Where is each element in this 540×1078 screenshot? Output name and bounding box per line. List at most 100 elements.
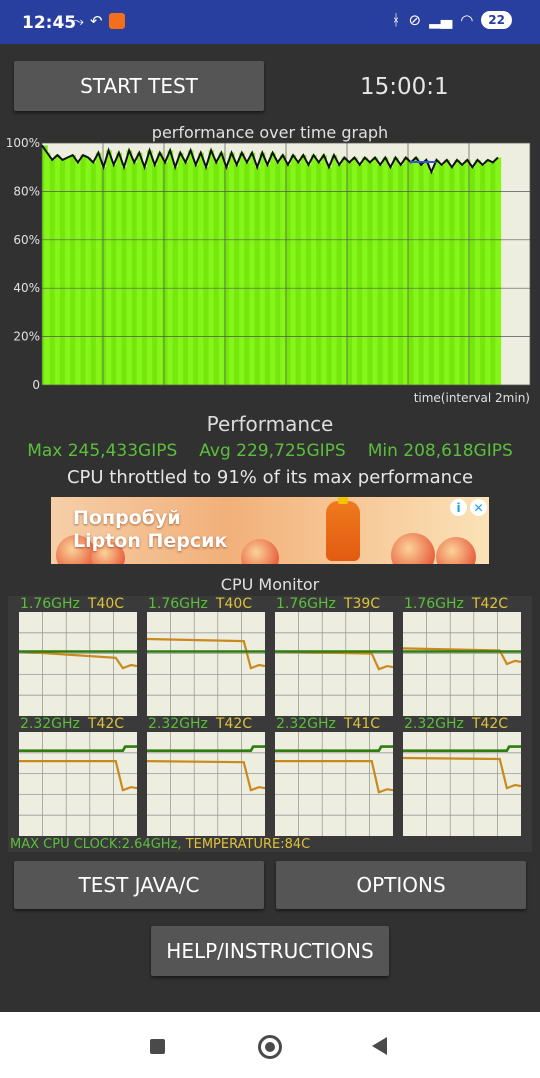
performance-bar bbox=[147, 150, 153, 385]
notification-icons: ⤳ ↶ bbox=[72, 12, 125, 30]
performance-bar bbox=[157, 152, 164, 385]
core-label: 1.76GHz T40C bbox=[148, 596, 252, 612]
performance-bar bbox=[387, 167, 394, 385]
performance-bar bbox=[418, 164, 425, 385]
performance-bar bbox=[244, 162, 251, 385]
core-temperature: T42C bbox=[87, 716, 125, 732]
core-temperature: T42C bbox=[471, 716, 509, 732]
performance-bar bbox=[141, 167, 148, 385]
performance-bar bbox=[193, 164, 199, 385]
performance-bar bbox=[310, 155, 317, 385]
core-graph bbox=[147, 612, 265, 716]
core-frequency: 2.32GHz bbox=[20, 716, 80, 732]
temperature-line bbox=[147, 637, 265, 670]
home-icon[interactable] bbox=[258, 1035, 282, 1059]
performance-graph: 100% 80% 60% 40% 20% 0 bbox=[6, 136, 531, 391]
ad-line-1: Попробуй bbox=[73, 507, 181, 529]
performance-bar bbox=[433, 159, 440, 385]
core-temperature: T40C bbox=[215, 596, 253, 612]
status-bar: 12:45 ⤳ ↶ ᚼ ⊘ ▂▄ ◠ 22 bbox=[0, 0, 540, 44]
core-label: 1.76GHz T40C bbox=[20, 596, 124, 612]
max-cpu-clock: MAX CPU CLOCK:2.64GHz, bbox=[10, 837, 182, 852]
core-graph bbox=[19, 612, 137, 716]
performance-bar bbox=[152, 164, 158, 385]
performance-bar bbox=[367, 162, 374, 385]
throttle-status: CPU throttled to 91% of its max performa… bbox=[66, 467, 474, 488]
core-graph bbox=[275, 732, 393, 836]
y-tick-label: 60% bbox=[13, 233, 40, 247]
performance-bar bbox=[300, 155, 307, 385]
temperature-line bbox=[19, 760, 137, 792]
y-tick-label: 20% bbox=[13, 330, 40, 344]
core-graph bbox=[147, 732, 265, 836]
performance-bar bbox=[131, 162, 138, 385]
performance-bar bbox=[264, 164, 271, 385]
performance-bar bbox=[100, 167, 107, 385]
temperature-line bbox=[403, 756, 521, 790]
performance-bar bbox=[275, 162, 281, 385]
performance-bar bbox=[357, 164, 363, 385]
performance-bar bbox=[59, 159, 66, 385]
peach-image bbox=[56, 535, 96, 564]
core-frequency: 1.76GHz bbox=[148, 596, 208, 612]
performance-bar bbox=[70, 155, 76, 385]
performance-bar bbox=[459, 164, 466, 385]
performance-bar bbox=[49, 159, 56, 385]
back-icon[interactable] bbox=[372, 1037, 387, 1055]
temperature-line bbox=[147, 760, 265, 792]
battery-icon: 22 bbox=[481, 11, 512, 29]
performance-bar bbox=[229, 152, 235, 385]
core-frequency: 1.76GHz bbox=[20, 596, 80, 612]
reply-icon: ↶ bbox=[90, 12, 103, 30]
performance-bar bbox=[198, 152, 204, 385]
help-instructions-button[interactable]: HELP/INSTRUCTIONS bbox=[151, 926, 389, 976]
performance-bar bbox=[44, 152, 51, 385]
performance-bar bbox=[54, 155, 61, 385]
performance-bar bbox=[203, 167, 210, 385]
core-frequency: 2.32GHz bbox=[404, 716, 464, 732]
core-frequency: 1.76GHz bbox=[404, 596, 464, 612]
y-tick-label: 40% bbox=[13, 281, 40, 295]
performance-stats: Max 245,433GIPS Avg 229,725GIPS Min 208,… bbox=[0, 441, 540, 461]
test-java-c-button[interactable]: TEST JAVA/C bbox=[14, 861, 264, 909]
options-button[interactable]: OPTIONS bbox=[276, 861, 526, 909]
info-icon[interactable]: i bbox=[450, 499, 467, 516]
core-temperature: T39C bbox=[343, 596, 381, 612]
performance-bar bbox=[490, 162, 497, 385]
frequency-line bbox=[19, 745, 137, 753]
start-test-button[interactable]: START TEST bbox=[14, 61, 264, 111]
recents-icon[interactable] bbox=[150, 1039, 165, 1054]
core-frequency: 2.32GHz bbox=[276, 716, 336, 732]
y-tick-label: 100% bbox=[6, 136, 40, 150]
mute-icon: ⊘ bbox=[408, 11, 422, 29]
peach-image bbox=[391, 533, 435, 564]
max-performance: Max 245,433GIPS bbox=[27, 441, 178, 461]
core-temperature: T42C bbox=[215, 716, 253, 732]
cpu-max-info: MAX CPU CLOCK:2.64GHz, TEMPERATURE:84C bbox=[10, 837, 310, 852]
performance-bar bbox=[280, 155, 286, 385]
performance-bar bbox=[428, 172, 435, 385]
core-graph bbox=[275, 612, 393, 716]
bluetooth-icon: ᚼ bbox=[391, 11, 401, 29]
performance-bar bbox=[464, 159, 471, 385]
core-label: 2.32GHz T42C bbox=[404, 716, 508, 732]
ad-controls: i ✕ bbox=[450, 499, 487, 516]
temperature-line bbox=[403, 647, 521, 666]
performance-bar bbox=[90, 162, 97, 385]
peach-image bbox=[91, 541, 125, 564]
peach-image bbox=[436, 537, 476, 564]
core-label: 2.32GHz T42C bbox=[20, 716, 124, 732]
core-temperature: T42C bbox=[471, 596, 509, 612]
performance-line bbox=[41, 144, 499, 175]
performance-bar bbox=[259, 152, 266, 385]
close-icon[interactable]: ✕ bbox=[470, 499, 487, 516]
temperature-line bbox=[19, 650, 137, 670]
performance-bar bbox=[295, 162, 302, 385]
ad-banner[interactable]: Попробуй Lipton Персик i ✕ bbox=[51, 497, 489, 564]
performance-bar bbox=[177, 152, 184, 385]
graph-x-label: time(interval 2min) bbox=[413, 391, 530, 405]
frequency-line bbox=[275, 745, 393, 753]
performance-bar bbox=[208, 150, 215, 385]
core-frequency: 2.32GHz bbox=[148, 716, 208, 732]
performance-bar bbox=[495, 157, 502, 385]
